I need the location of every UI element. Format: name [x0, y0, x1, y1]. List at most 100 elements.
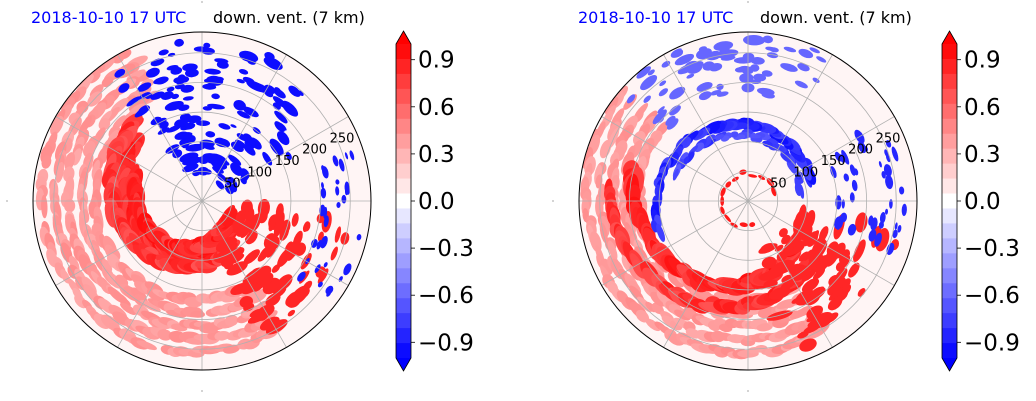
positive-band-mark — [98, 118, 111, 131]
positive-patch-mark — [221, 256, 236, 268]
grid-spoke — [663, 200, 749, 348]
colorbar-segment — [942, 73, 957, 90]
positive-patch-mark — [778, 228, 788, 238]
negative-patch-mark — [155, 76, 169, 85]
positive-band-mark — [607, 240, 618, 260]
colorbar-segment — [396, 283, 411, 299]
negative-patch-mark — [658, 88, 669, 97]
colorbar-extend-max — [396, 31, 411, 44]
negative-patch-mark — [297, 271, 306, 282]
negative-patch-mark — [145, 67, 160, 78]
colorbar-segment — [942, 328, 957, 344]
negative-patch-mark — [898, 186, 905, 195]
positive-patch-mark — [747, 174, 758, 178]
colorbar-tick-label: −0.3 — [964, 236, 1020, 262]
positive-patch-mark — [232, 214, 246, 233]
negative-patch-mark — [652, 109, 667, 125]
colorbar-segment — [396, 44, 411, 60]
colorbar-segment — [942, 44, 957, 60]
negative-patch-mark — [879, 212, 886, 224]
axis-tick-mark — [201, 390, 203, 392]
negative-patch-mark — [178, 76, 190, 83]
positive-patch-mark — [276, 274, 293, 291]
colorbar-segment — [396, 328, 411, 344]
colorbar-segment — [396, 313, 411, 329]
negative-patch-mark — [126, 96, 141, 107]
polar-boundary — [578, 31, 918, 371]
grid-spoke — [663, 54, 749, 202]
colorbar-tick-label: 0.3 — [964, 142, 1001, 168]
negative-patch-mark — [769, 47, 779, 53]
negative-patch-mark — [243, 144, 256, 156]
positive-band-mark — [797, 305, 814, 317]
negative-patch-mark — [698, 91, 712, 101]
negative-patch-mark — [857, 141, 867, 154]
negative-patch-mark — [208, 153, 227, 165]
colorbar-outline — [941, 30, 958, 372]
positive-patch-mark — [268, 217, 276, 232]
negative-patch-mark — [230, 124, 237, 128]
positive-patch-mark — [277, 247, 292, 268]
negative-patch-mark — [172, 149, 183, 159]
negative-patch-mark — [189, 154, 198, 158]
positive-patch-mark — [828, 287, 843, 301]
grid-spoke — [201, 54, 287, 202]
colorbar-segment — [396, 88, 411, 105]
colorbar-segment — [396, 178, 411, 194]
negative-patch-mark — [323, 262, 328, 268]
colorbar-tick-label: −0.9 — [418, 330, 474, 356]
negative-patch-mark — [841, 149, 850, 165]
positive-band-mark — [645, 318, 661, 332]
axis-tick-mark — [747, 1, 749, 3]
grid-spoke — [747, 200, 895, 286]
colorbar-segment — [396, 193, 411, 209]
positive-patch-mark — [771, 186, 777, 197]
positive-patch-mark — [806, 314, 819, 323]
negative-patch-mark — [277, 131, 290, 146]
negative-patch-mark — [665, 115, 676, 126]
colorbar-segment — [396, 238, 411, 254]
negative-patch-mark — [336, 202, 341, 208]
negative-patch-mark — [696, 48, 712, 58]
negative-patch-mark — [761, 70, 773, 77]
negative-patch-mark — [211, 93, 220, 100]
positive-patch-mark — [833, 268, 848, 284]
negative-patch-mark — [674, 53, 695, 66]
negative-patch-mark — [215, 180, 225, 190]
negative-patch-mark — [166, 125, 181, 133]
colorbar-segment — [942, 268, 957, 284]
positive-patch-mark — [245, 230, 258, 245]
negative-patch-mark — [171, 93, 180, 100]
negative-patch-mark — [158, 49, 169, 56]
positive-band-mark — [599, 139, 612, 159]
negative-patch-mark — [762, 35, 773, 44]
positive-patch-mark — [827, 276, 846, 296]
negative-patch-mark — [216, 173, 227, 182]
negative-patch-mark — [841, 199, 845, 209]
negative-patch-mark — [183, 123, 192, 128]
negative-patch-mark — [356, 234, 362, 241]
positive-patch-mark — [739, 169, 747, 175]
colorbar-segment — [396, 133, 411, 150]
positive-patch-mark — [782, 243, 795, 254]
radial-tick-label: 250 — [876, 131, 901, 146]
negative-patch-mark — [203, 42, 211, 49]
chart-title-variable: down. vent. (7 km) — [213, 8, 365, 27]
negative-band-mark — [672, 168, 679, 181]
negative-patch-mark — [205, 131, 216, 138]
negative-patch-mark — [686, 73, 695, 79]
positive-patch-mark — [810, 239, 828, 261]
positive-patch-mark — [291, 213, 299, 227]
negative-patch-mark — [323, 206, 328, 219]
colorbar-tick-label: 0.0 — [964, 189, 1001, 215]
negative-patch-mark — [227, 154, 242, 166]
colorbar-segment — [942, 118, 957, 135]
negative-patch-mark — [868, 229, 877, 242]
negative-patch-mark — [750, 64, 760, 72]
negative-patch-mark — [317, 281, 323, 288]
colorbar-extend-min — [942, 358, 957, 371]
negative-patch-mark — [847, 223, 857, 236]
polar-boundary — [32, 31, 372, 371]
positive-patch-mark — [265, 319, 288, 335]
